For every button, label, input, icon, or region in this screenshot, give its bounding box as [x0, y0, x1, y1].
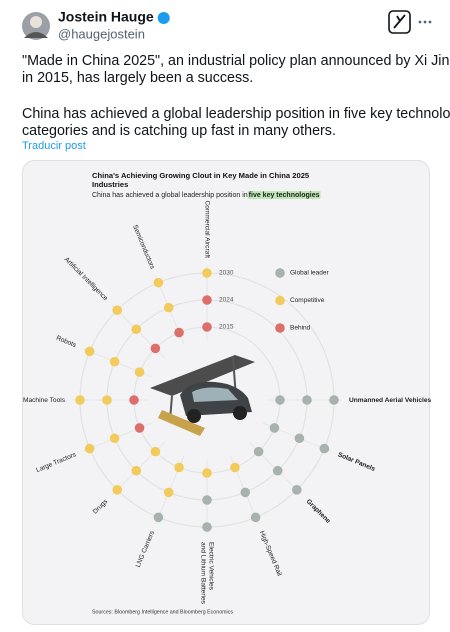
status-dot: [202, 295, 212, 305]
status-dot: [112, 485, 122, 495]
status-dot: [202, 468, 212, 478]
status-dot: [102, 395, 112, 405]
status-dot: [240, 487, 251, 498]
status-dot: [134, 423, 145, 433]
status-dot: [302, 395, 312, 405]
post-line: in 2015, has largely been a success.: [22, 70, 253, 86]
legend-label: Competitive: [290, 297, 325, 304]
post-text: "Made in China 2025", an industrial poli…: [22, 53, 450, 139]
status-dot: [230, 462, 240, 473]
status-dot: [153, 277, 164, 288]
chart-title: China's Achieving Growing Clout in Key M…: [92, 171, 310, 180]
status-dot: [174, 462, 184, 473]
legend-label: Global leader: [290, 270, 329, 277]
legend-label: Behind: [290, 325, 311, 332]
status-dot: [163, 487, 174, 498]
status-dot: [75, 395, 85, 405]
status-dot: [134, 367, 145, 377]
verified-badge: [157, 12, 170, 24]
status-dot: [202, 495, 212, 505]
more-button[interactable]: [418, 20, 432, 24]
post-line: categories and is catching up fast in ma…: [22, 123, 336, 139]
status-dot: [275, 395, 285, 405]
status-dot: [202, 322, 212, 332]
status-dot: [109, 433, 120, 444]
category-label: Commercial Aircraft: [203, 200, 210, 258]
grok-icon: [393, 14, 406, 29]
status-dot: [163, 302, 174, 313]
status-dot: [253, 446, 264, 457]
status-dot: [84, 443, 95, 454]
ring-label: 2030: [219, 270, 234, 277]
status-dot: [250, 512, 261, 523]
car-illustration: [150, 355, 255, 436]
status-dot: [319, 443, 330, 454]
status-dot: [174, 327, 184, 338]
status-dot: [150, 343, 161, 354]
category-label: Machine Tools: [23, 397, 66, 404]
post-line: China has achieved a global leadership p…: [22, 106, 450, 122]
legend-swatch: [275, 295, 285, 306]
category-label: Unmanned Aerial Vehicles: [349, 397, 432, 404]
post-line: "Made in China 2025", an industrial poli…: [22, 53, 450, 69]
chart-subtitle: China has achieved a global leadership p…: [92, 192, 248, 199]
author-handle[interactable]: @haugejostein: [58, 26, 145, 41]
category-label: Electric Vehicles: [207, 542, 214, 591]
status-dot: [150, 446, 161, 457]
author-name[interactable]: Jostein Hauge: [58, 9, 154, 25]
highlight: [247, 191, 321, 199]
avatar-body: [24, 32, 48, 38]
status-dot: [269, 423, 280, 433]
translate-link[interactable]: Traducir post: [22, 140, 86, 152]
status-dot: [112, 305, 122, 315]
chart-title: Industries: [92, 180, 128, 189]
chart-subtitle-highlight: five key technologies: [249, 192, 320, 199]
legend-swatch: [275, 268, 285, 278]
status-dot: [129, 395, 139, 405]
status-dot: [153, 512, 164, 523]
status-dot: [329, 395, 339, 405]
status-dot: [202, 268, 212, 278]
status-dot: [131, 324, 142, 335]
status-dot: [131, 465, 142, 476]
status-dot: [109, 356, 120, 367]
avatar-face: [30, 16, 42, 28]
category-label: and Lithium Batteries: [199, 542, 206, 605]
ring-label: 2024: [219, 297, 234, 304]
ring-label: 2015: [219, 324, 234, 331]
status-dot: [202, 522, 212, 532]
status-dot: [292, 485, 302, 495]
status-dot: [272, 465, 283, 476]
status-dot: [84, 346, 95, 357]
status-dot: [294, 433, 305, 444]
legend-swatch: [275, 323, 285, 333]
chart-source: Sources: Bloomberg Intelligence and Bloo…: [92, 609, 233, 615]
